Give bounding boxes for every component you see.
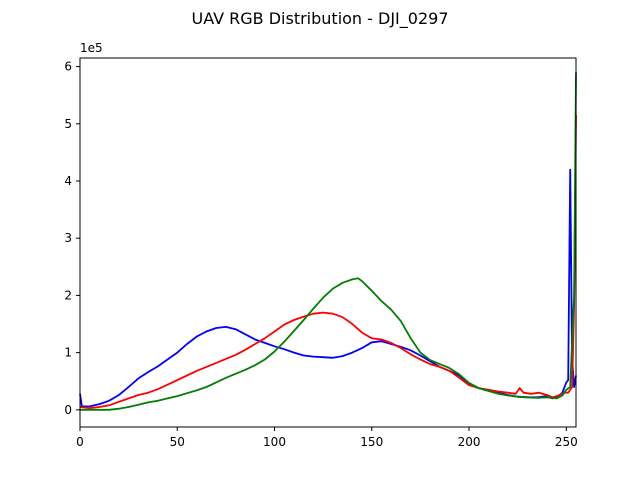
y-tick-label: 4 <box>64 174 72 188</box>
y-axis: 0 1 2 3 4 5 6 <box>64 60 80 417</box>
y-tick-label: 3 <box>64 231 72 245</box>
x-tick-label: 0 <box>76 435 84 449</box>
x-axis: 0 50 100 150 200 250 <box>76 427 578 449</box>
series-layer <box>79 72 577 411</box>
series-line-2 <box>80 72 577 411</box>
y-tick-label: 6 <box>64 60 72 74</box>
x-tick-label: 100 <box>263 435 286 449</box>
x-tick-label: 200 <box>458 435 481 449</box>
y-tick-label: 0 <box>64 403 72 417</box>
x-tick-label: 50 <box>170 435 185 449</box>
y-multiplier-label: 1e5 <box>80 41 103 55</box>
y-tick-label: 2 <box>64 288 72 302</box>
x-tick-label: 250 <box>555 435 578 449</box>
x-tick-label: 150 <box>360 435 383 449</box>
series-line-1 <box>79 115 577 410</box>
series-line-0 <box>79 168 577 408</box>
plot-frame <box>79 57 577 428</box>
chart-title: UAV RGB Distribution - DJI_0297 <box>191 9 448 29</box>
y-tick-label: 1 <box>64 346 72 360</box>
y-tick-label: 5 <box>64 117 72 131</box>
